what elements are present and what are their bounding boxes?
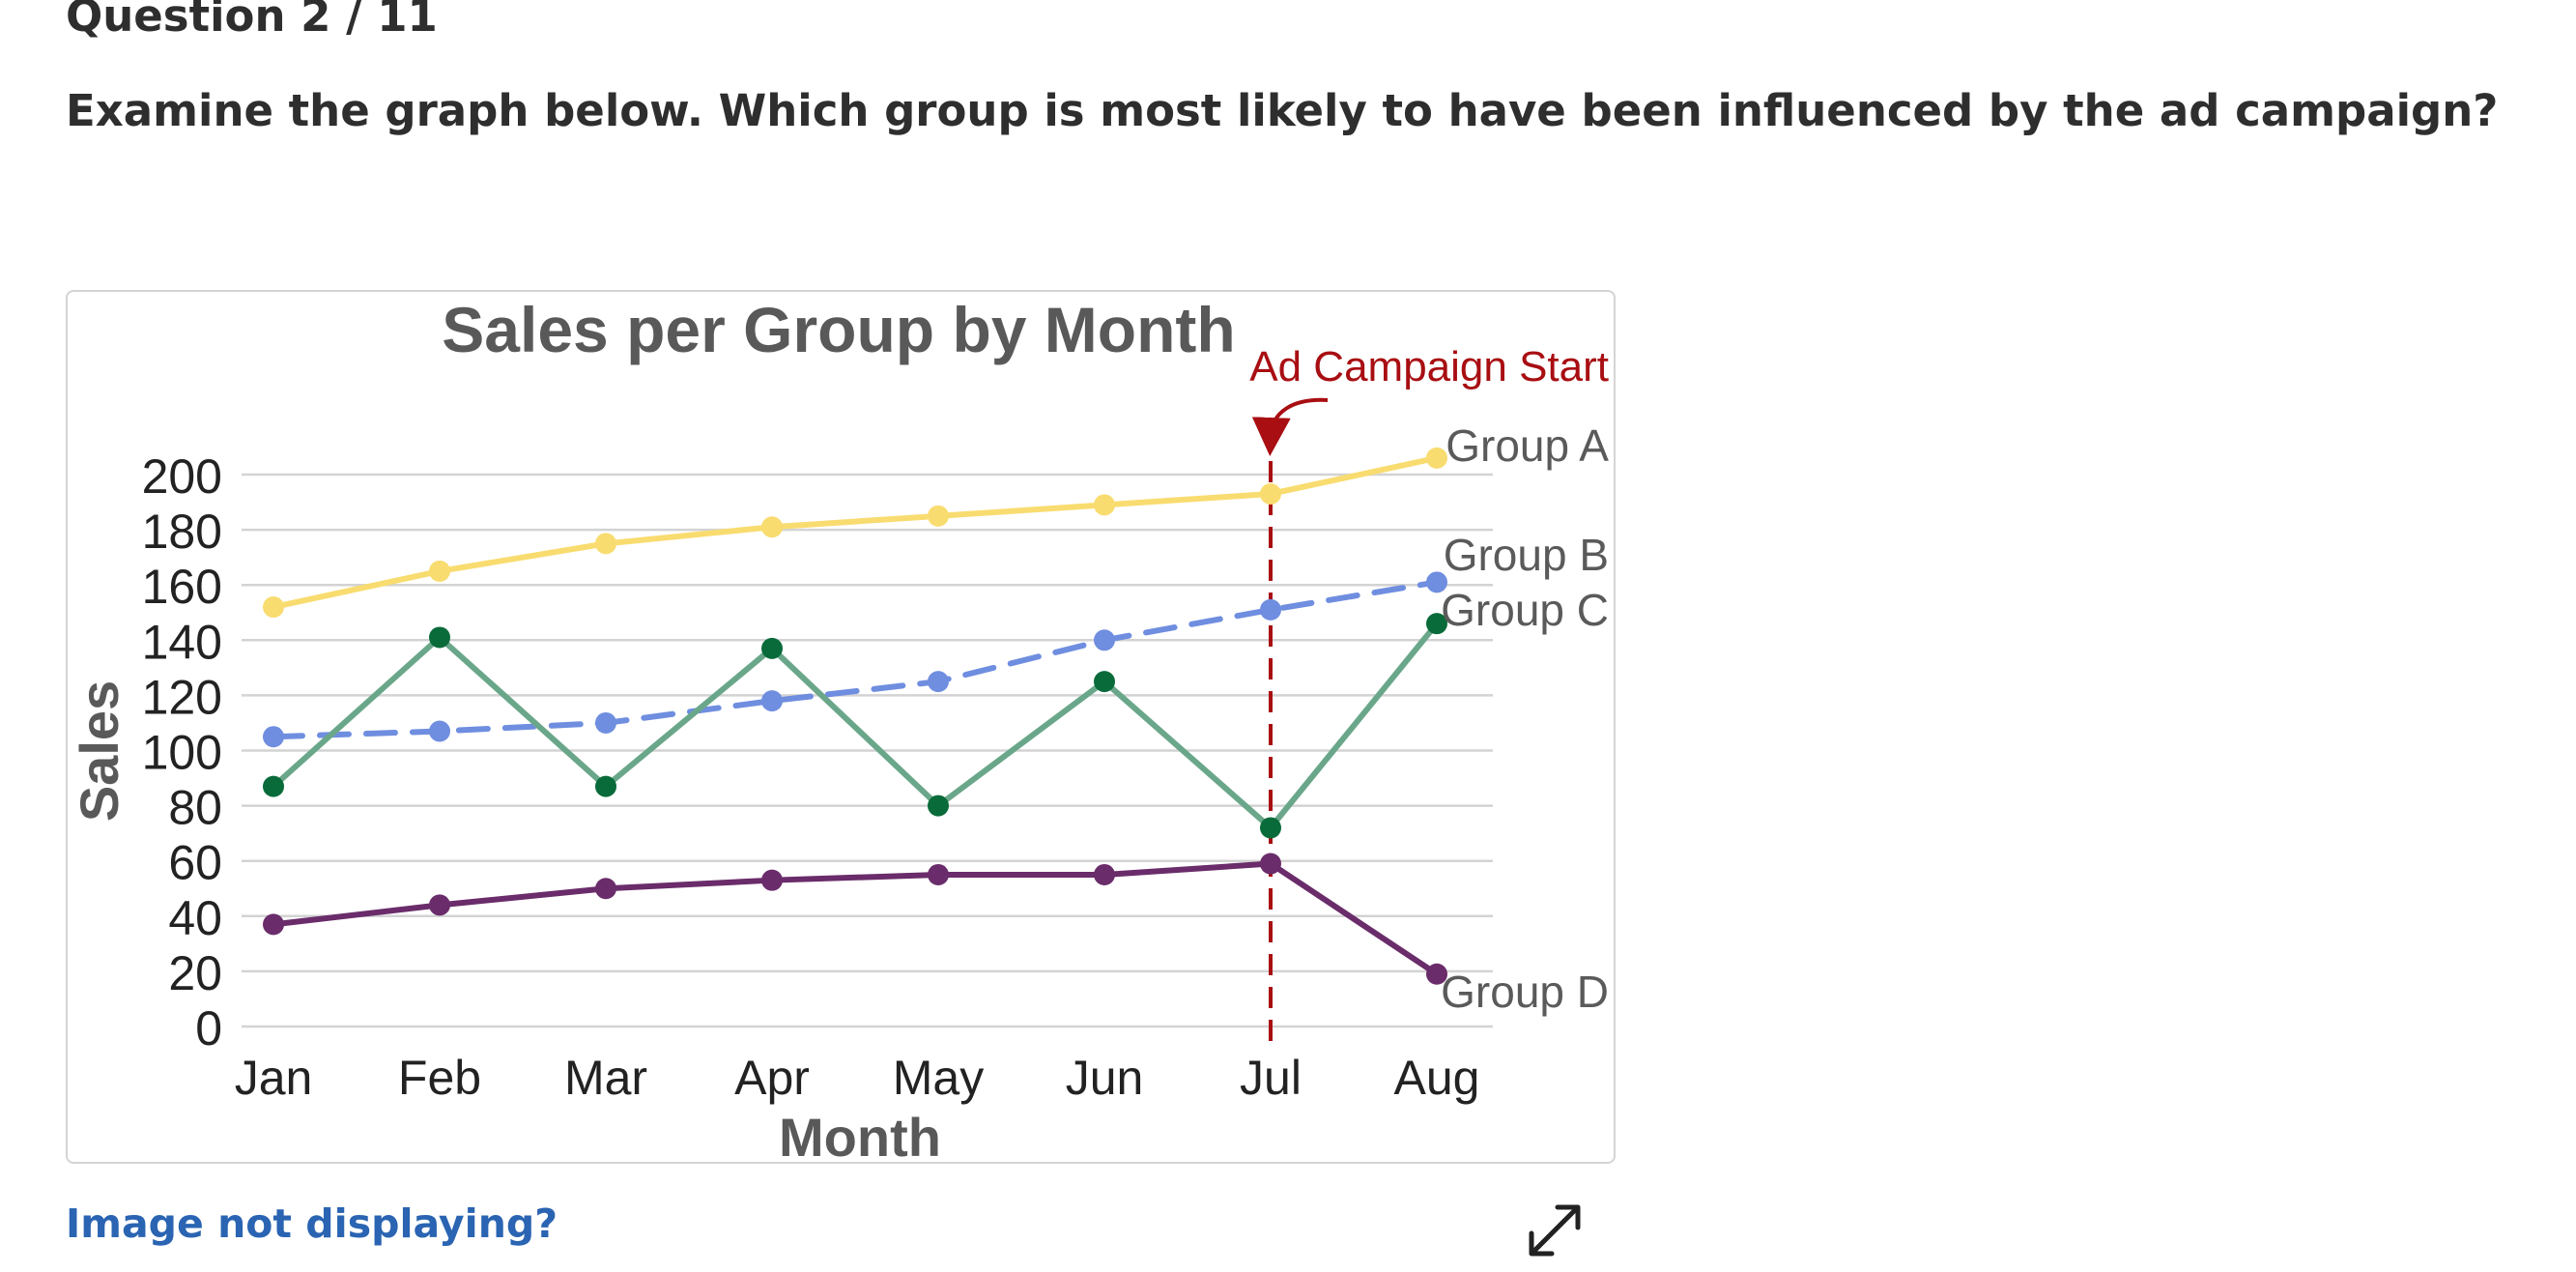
data-point bbox=[429, 626, 450, 649]
y-tick-label: 0 bbox=[195, 1001, 222, 1055]
series-label: Group C bbox=[1441, 585, 1609, 635]
data-point bbox=[429, 560, 450, 582]
data-point bbox=[1094, 671, 1115, 693]
series-lines bbox=[263, 447, 1447, 985]
data-point bbox=[263, 775, 284, 797]
x-tick-label: Jan bbox=[235, 1051, 313, 1105]
data-point bbox=[1426, 447, 1447, 469]
annotation: Ad Campaign Start bbox=[1249, 343, 1609, 1046]
x-tick-label: Apr bbox=[734, 1051, 810, 1105]
chart-title: Sales per Group by Month bbox=[442, 294, 1235, 365]
data-point bbox=[595, 711, 616, 734]
series-line bbox=[271, 454, 1440, 611]
annotation-label: Ad Campaign Start bbox=[1249, 343, 1609, 390]
x-axis-label: Month bbox=[779, 1107, 941, 1164]
y-tick-label: 60 bbox=[168, 836, 222, 890]
series-line bbox=[271, 579, 1440, 740]
x-tick-label: May bbox=[893, 1051, 984, 1105]
data-point bbox=[263, 596, 284, 619]
x-tick-label: Feb bbox=[398, 1051, 481, 1105]
data-point bbox=[928, 505, 949, 527]
data-point bbox=[1260, 817, 1281, 839]
y-tick-label: 180 bbox=[142, 505, 222, 559]
data-point bbox=[761, 516, 783, 538]
data-point bbox=[595, 533, 616, 555]
data-point bbox=[263, 913, 284, 936]
series-label: Group D bbox=[1441, 967, 1609, 1017]
question-counter: Question 2 / 11 bbox=[66, 0, 438, 42]
x-tick-label: Mar bbox=[564, 1051, 647, 1105]
series-line bbox=[271, 621, 1440, 831]
data-point bbox=[761, 869, 783, 891]
y-axis-label: Sales bbox=[69, 680, 129, 822]
x-tick-label: Aug bbox=[1394, 1051, 1480, 1105]
data-point bbox=[928, 863, 949, 885]
y-tick-label: 200 bbox=[142, 449, 222, 504]
expand-icon[interactable] bbox=[1523, 1199, 1587, 1262]
series-line bbox=[271, 860, 1440, 977]
x-tick-labels: Jan Feb Mar Apr May Jun Jul Aug bbox=[235, 1051, 1480, 1105]
data-point bbox=[429, 894, 450, 916]
data-point bbox=[429, 720, 450, 742]
data-point bbox=[1094, 629, 1115, 651]
series-label: Group B bbox=[1444, 530, 1609, 580]
data-point bbox=[761, 690, 783, 712]
data-point bbox=[928, 671, 949, 693]
data-point bbox=[1260, 598, 1281, 621]
chart-figure: 0 20 40 60 80 100 120 140 160 180 200 Jan Feb Mar Apr… bbox=[66, 290, 1616, 1164]
y-tick-label: 120 bbox=[142, 670, 222, 724]
image-not-displaying-link[interactable]: Image not displaying? bbox=[66, 1200, 558, 1247]
y-tick-label: 160 bbox=[142, 560, 222, 614]
data-point bbox=[928, 795, 949, 817]
data-point bbox=[1094, 494, 1115, 516]
data-point bbox=[1260, 482, 1281, 505]
grid-lines bbox=[242, 473, 1493, 1028]
data-point bbox=[1094, 863, 1115, 885]
annotation-arrow bbox=[1251, 397, 1329, 456]
data-point bbox=[1260, 853, 1281, 875]
question-prompt: Examine the graph below. Which group is … bbox=[66, 85, 2499, 136]
y-tick-label: 20 bbox=[168, 946, 222, 1000]
x-tick-label: Jul bbox=[1240, 1051, 1302, 1105]
data-point bbox=[761, 637, 783, 659]
y-tick-label: 40 bbox=[168, 891, 222, 945]
data-point bbox=[1426, 613, 1447, 635]
data-point bbox=[1426, 963, 1447, 985]
y-tick-label: 100 bbox=[142, 726, 222, 780]
data-point bbox=[595, 775, 616, 797]
y-tick-label: 140 bbox=[142, 615, 222, 669]
x-tick-label: Jun bbox=[1066, 1051, 1144, 1105]
data-point bbox=[595, 878, 616, 900]
data-point bbox=[263, 726, 284, 748]
series-label: Group A bbox=[1445, 420, 1609, 471]
data-point bbox=[1426, 571, 1447, 593]
y-tick-label: 80 bbox=[168, 781, 222, 835]
